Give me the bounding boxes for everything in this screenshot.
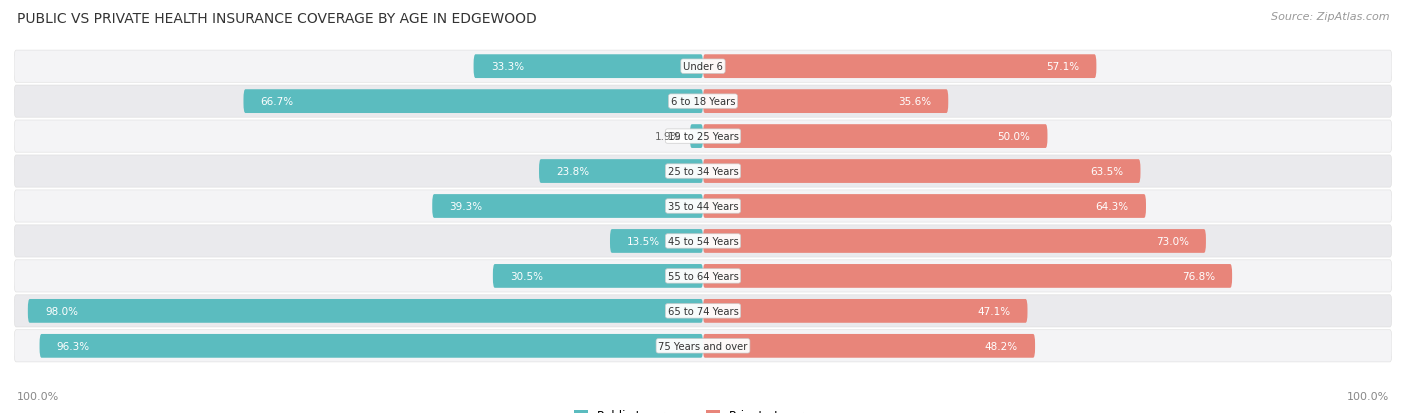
FancyBboxPatch shape: [538, 160, 703, 183]
Text: 33.3%: 33.3%: [491, 62, 524, 72]
FancyBboxPatch shape: [14, 121, 1392, 153]
Text: 13.5%: 13.5%: [627, 236, 661, 247]
FancyBboxPatch shape: [703, 125, 1047, 149]
Text: Under 6: Under 6: [683, 62, 723, 72]
FancyBboxPatch shape: [690, 125, 703, 149]
FancyBboxPatch shape: [28, 299, 703, 323]
FancyBboxPatch shape: [474, 55, 703, 79]
FancyBboxPatch shape: [703, 264, 1232, 288]
Text: 75 Years and over: 75 Years and over: [658, 341, 748, 351]
Text: 48.2%: 48.2%: [984, 341, 1018, 351]
Text: 73.0%: 73.0%: [1156, 236, 1188, 247]
FancyBboxPatch shape: [243, 90, 703, 114]
FancyBboxPatch shape: [610, 230, 703, 253]
Text: 55 to 64 Years: 55 to 64 Years: [668, 271, 738, 281]
FancyBboxPatch shape: [14, 330, 1392, 362]
Legend: Public Insurance, Private Insurance: Public Insurance, Private Insurance: [569, 404, 837, 413]
Text: 30.5%: 30.5%: [510, 271, 543, 281]
FancyBboxPatch shape: [14, 156, 1392, 188]
Text: 76.8%: 76.8%: [1182, 271, 1215, 281]
Text: 1.9%: 1.9%: [655, 132, 682, 142]
FancyBboxPatch shape: [14, 260, 1392, 292]
FancyBboxPatch shape: [494, 264, 703, 288]
Text: 19 to 25 Years: 19 to 25 Years: [668, 132, 738, 142]
Text: 100.0%: 100.0%: [1347, 391, 1389, 401]
Text: 63.5%: 63.5%: [1090, 166, 1123, 177]
FancyBboxPatch shape: [39, 334, 703, 358]
Text: 35 to 44 Years: 35 to 44 Years: [668, 202, 738, 211]
Text: 65 to 74 Years: 65 to 74 Years: [668, 306, 738, 316]
Text: 6 to 18 Years: 6 to 18 Years: [671, 97, 735, 107]
FancyBboxPatch shape: [703, 299, 1028, 323]
Text: 23.8%: 23.8%: [557, 166, 589, 177]
FancyBboxPatch shape: [703, 334, 1035, 358]
Text: 100.0%: 100.0%: [17, 391, 59, 401]
Text: 50.0%: 50.0%: [997, 132, 1031, 142]
FancyBboxPatch shape: [703, 195, 1146, 218]
Text: Source: ZipAtlas.com: Source: ZipAtlas.com: [1271, 12, 1389, 22]
FancyBboxPatch shape: [432, 195, 703, 218]
FancyBboxPatch shape: [703, 55, 1097, 79]
Text: 39.3%: 39.3%: [450, 202, 482, 211]
Text: 57.1%: 57.1%: [1046, 62, 1080, 72]
FancyBboxPatch shape: [14, 190, 1392, 223]
FancyBboxPatch shape: [14, 295, 1392, 327]
Text: 66.7%: 66.7%: [260, 97, 294, 107]
Text: 45 to 54 Years: 45 to 54 Years: [668, 236, 738, 247]
FancyBboxPatch shape: [703, 230, 1206, 253]
Text: 98.0%: 98.0%: [45, 306, 79, 316]
FancyBboxPatch shape: [703, 160, 1140, 183]
Text: 47.1%: 47.1%: [977, 306, 1011, 316]
Text: 25 to 34 Years: 25 to 34 Years: [668, 166, 738, 177]
FancyBboxPatch shape: [14, 51, 1392, 83]
FancyBboxPatch shape: [14, 86, 1392, 118]
Text: PUBLIC VS PRIVATE HEALTH INSURANCE COVERAGE BY AGE IN EDGEWOOD: PUBLIC VS PRIVATE HEALTH INSURANCE COVER…: [17, 12, 537, 26]
Text: 96.3%: 96.3%: [56, 341, 90, 351]
FancyBboxPatch shape: [14, 225, 1392, 257]
Text: 64.3%: 64.3%: [1095, 202, 1129, 211]
FancyBboxPatch shape: [703, 90, 948, 114]
Text: 35.6%: 35.6%: [898, 97, 931, 107]
